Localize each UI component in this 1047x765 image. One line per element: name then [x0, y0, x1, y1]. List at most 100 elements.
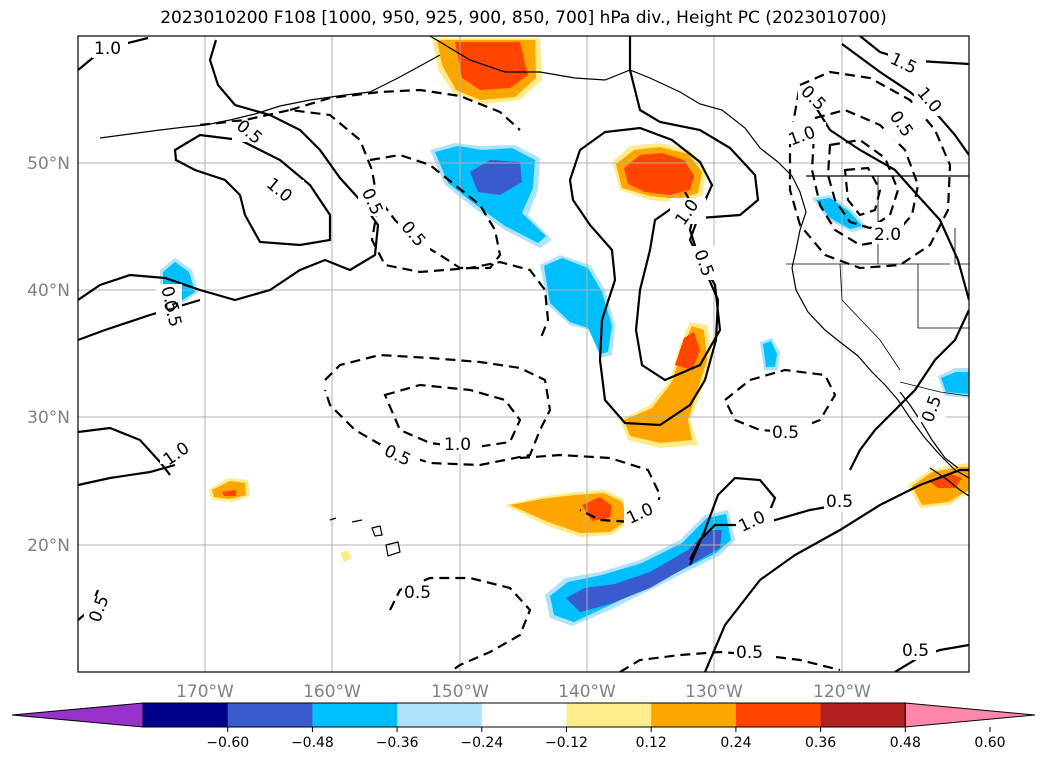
longitude-labels: 170°W 160°W 150°W 140°W 130°W 120°W [176, 682, 871, 702]
contour-label: 1.0 [92, 38, 128, 59]
contour-negative [323, 353, 552, 467]
map-frame [77, 35, 970, 673]
contour-negative [519, 453, 662, 524]
contour-label: 0.5 [688, 246, 717, 280]
contour-label: 0.5 [380, 441, 420, 471]
colorbar-tick-label: 0.24 [720, 735, 751, 751]
lon-label: 170°W [176, 682, 234, 702]
shade-negative [470, 160, 522, 195]
contour-label: 0.5 [824, 490, 860, 512]
lat-label: 50°N [27, 154, 70, 174]
colorbar-tick-label: 0.48 [890, 735, 921, 751]
contour-label: 0.5 [770, 422, 812, 443]
contour-label: 0.5 [885, 107, 917, 141]
contour-negative [843, 166, 882, 217]
shade-negative [941, 372, 969, 394]
contour-label: 1.0 [670, 196, 706, 229]
north-america-coast [777, 161, 969, 479]
border-us-mexico [899, 381, 969, 397]
contour-negative [723, 368, 837, 434]
shade-positive [455, 42, 528, 90]
lon-label: 130°W [685, 682, 743, 702]
contour-label: 0.5 [734, 642, 776, 663]
border-state [954, 228, 969, 265]
colorbar-segment [143, 703, 229, 727]
colorbar-segment [566, 703, 652, 727]
colorbar-segment [481, 703, 567, 727]
lon-label: 160°W [303, 682, 361, 702]
shade-positive [222, 490, 236, 496]
lon-label: 150°W [431, 682, 489, 702]
map-title: 2023010200 F108 [1000, 950, 925, 900, 85… [160, 8, 887, 28]
contour-positive [78, 463, 176, 487]
contour-negative [383, 383, 522, 450]
colorbar-frame [142, 702, 906, 728]
colorbar: −0.60 −0.48 −0.36 −0.24 −0.12 0.12 0.24 0.36 0.4… [11, 702, 1036, 751]
border-state [839, 263, 901, 371]
contour-label: 0.5 [402, 582, 444, 603]
contour-negative [199, 108, 550, 341]
mexico-coast [929, 467, 969, 497]
contour-positive [809, 97, 969, 301]
shade-negative [544, 258, 612, 354]
colorbar-extend-max [904, 702, 1036, 728]
hawaii-islands [329, 517, 401, 557]
contour-negative [619, 650, 841, 672]
colorbar-segment [227, 703, 313, 727]
shade-positive [675, 332, 700, 370]
contour-label: 0.5 [900, 640, 936, 661]
contour-label-text: 0.5 [736, 643, 763, 663]
contour-label-text: 2.0 [874, 225, 901, 245]
aleutian-islands [99, 54, 441, 139]
contour-positive [688, 476, 777, 566]
contour-negative [826, 138, 900, 230]
colorbar-segment [820, 703, 906, 727]
graticule [78, 36, 969, 672]
contour-label: 2.0 [872, 222, 904, 245]
contour-label: 1.0 [624, 499, 660, 529]
contour-label: 0.5 [796, 82, 830, 115]
height-contours [78, 36, 969, 672]
lon-label: 120°W [813, 682, 871, 702]
contour-label: 0.5 [156, 284, 183, 315]
contour-positive [849, 309, 969, 471]
lon-label: 140°W [558, 682, 616, 702]
map-background [78, 36, 969, 672]
contour-positive [78, 39, 380, 302]
shade-negative [763, 341, 777, 367]
colorbar-tick-label: 0.12 [636, 735, 667, 751]
shade-positive [340, 550, 352, 562]
colorbar-tick-label: −0.24 [460, 735, 503, 751]
contour-label-text: 0.5 [404, 583, 431, 603]
colorbar-segment [397, 703, 483, 727]
contour-negative [289, 88, 521, 131]
contour-label: 1.5 [887, 49, 926, 79]
contour-label-text: 0.5 [902, 641, 929, 661]
colorbar-segment [312, 703, 398, 727]
contour-label-text: 0.5 [826, 492, 853, 512]
lat-label: 20°N [27, 536, 70, 556]
contour-label: 0.5 [397, 217, 430, 251]
shade-negative [566, 530, 722, 612]
contour-label-text: 1.0 [444, 435, 471, 455]
lat-label: 40°N [27, 281, 70, 301]
colorbar-extend-min [11, 702, 144, 728]
shade-positive [212, 481, 246, 499]
border-state [917, 264, 969, 329]
contour-positive [568, 126, 720, 427]
contour-label: 1.0 [440, 432, 482, 455]
colorbar-tick-label: 0.60 [974, 735, 1005, 751]
contour-label-text: 1.0 [94, 39, 121, 59]
colorbar-segment [735, 703, 822, 727]
contour-positive [173, 133, 332, 247]
contour-positive [78, 426, 171, 476]
contour-label-text: 0.5 [772, 423, 799, 443]
contour-label: 1.0 [736, 507, 774, 537]
contour-negative [788, 70, 952, 270]
contour-label: 0.5 [84, 593, 113, 626]
lat-label: 30°N [27, 408, 70, 428]
colorbar-segment [651, 703, 737, 727]
latitude-labels: 50°N 40°N 30°N 20°N [27, 154, 70, 556]
contour-label: 1.0 [913, 83, 946, 117]
